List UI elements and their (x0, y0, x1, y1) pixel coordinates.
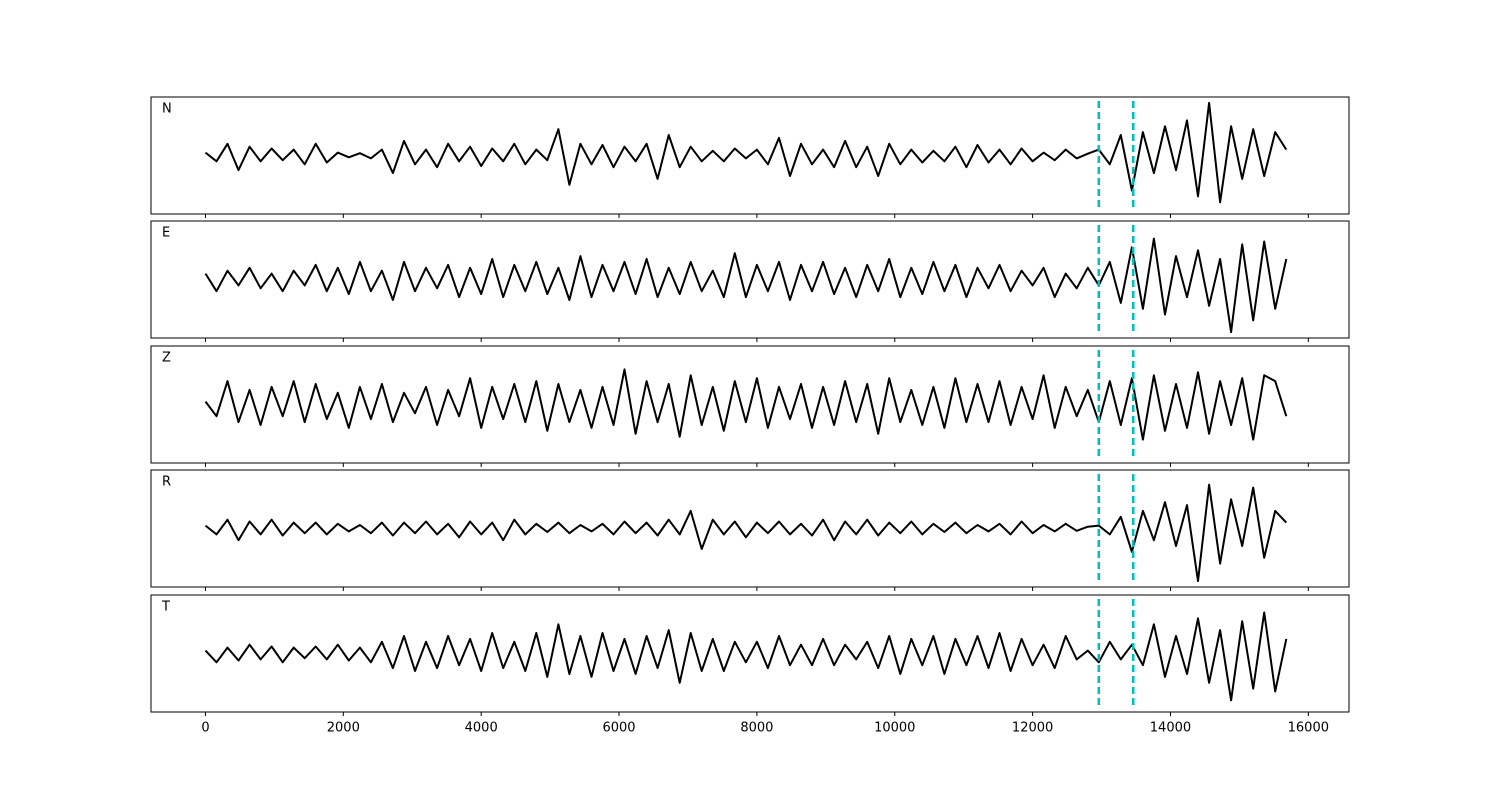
trace (204, 368, 1288, 441)
trace (204, 611, 1288, 702)
panel-frame (150, 96, 1350, 215)
panel-frame (150, 594, 1350, 713)
x-tick-label: 6000 (602, 721, 635, 736)
panel-label: Z (162, 351, 171, 366)
x-tick-label: 16000 (1288, 721, 1329, 736)
trace (204, 483, 1288, 583)
x-tick-label: 4000 (465, 721, 498, 736)
panel-frame (150, 469, 1350, 588)
panel-label: T (161, 600, 170, 615)
x-tick-label: 14000 (1150, 721, 1191, 736)
panel-label: N (162, 102, 172, 117)
x-tick-label: 12000 (1012, 721, 1053, 736)
trace (204, 237, 1288, 334)
panel-frame (150, 220, 1350, 339)
panel-frame (150, 345, 1350, 464)
x-tick-label: 10000 (874, 721, 915, 736)
x-tick-label: 8000 (740, 721, 773, 736)
x-tick-label: 2000 (327, 721, 360, 736)
panel-label: E (162, 226, 170, 241)
trace (204, 101, 1288, 204)
panel-label: R (162, 475, 171, 490)
x-tick-label: 0 (201, 721, 209, 736)
